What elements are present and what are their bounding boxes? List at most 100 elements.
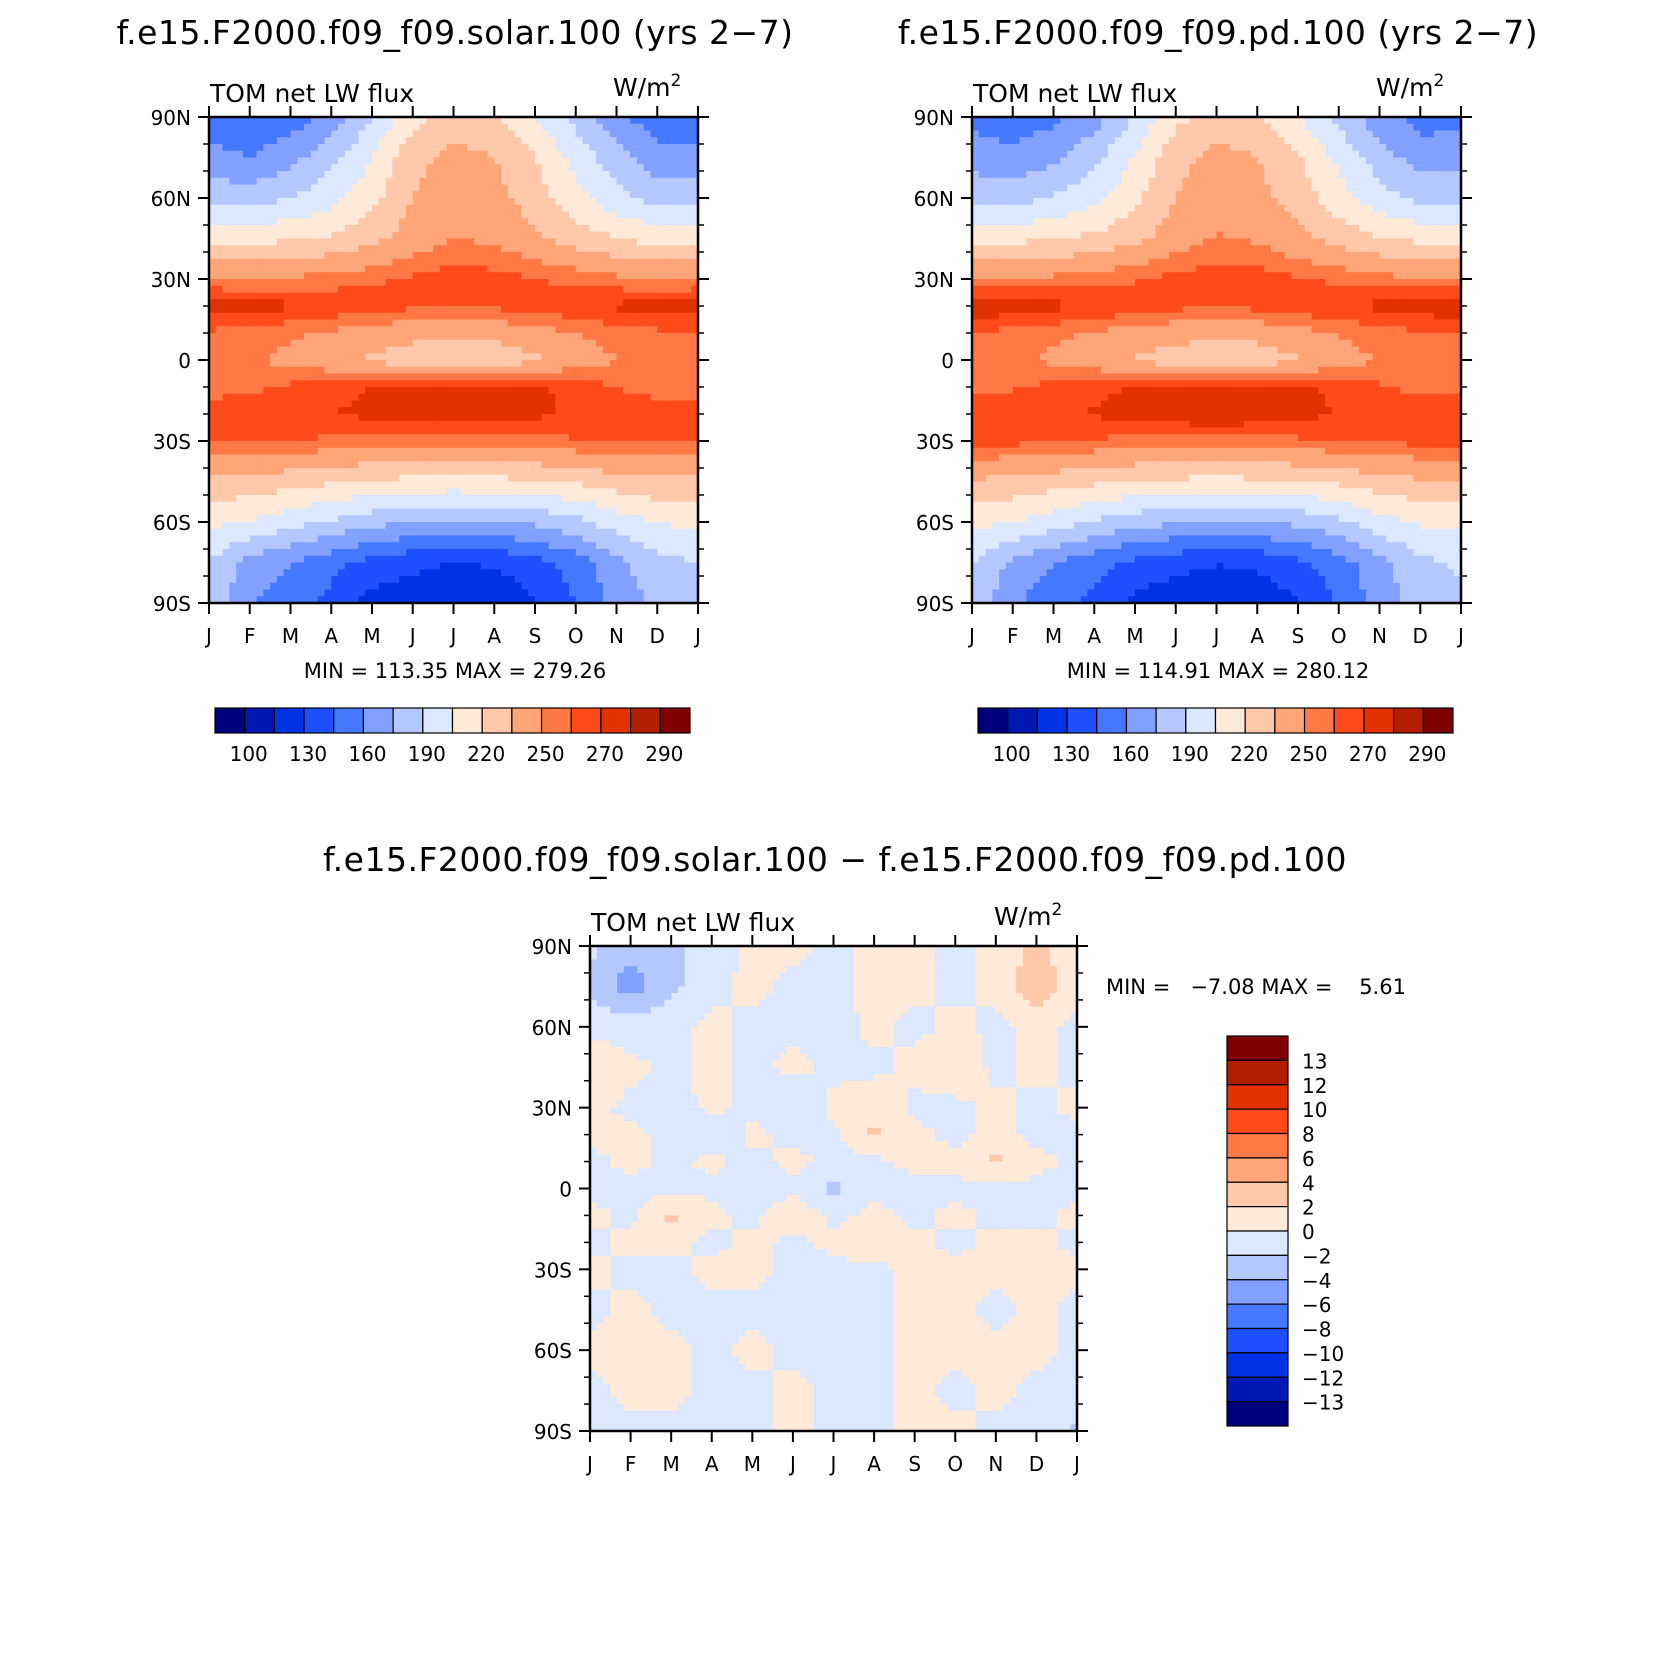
heatmap-cell — [242, 434, 251, 442]
heatmap-cell — [419, 501, 427, 510]
heatmap-cell — [310, 549, 319, 557]
heatmap-cell — [256, 306, 264, 314]
heatmap-cell — [365, 582, 373, 591]
heatmap-cell — [317, 501, 326, 510]
heatmap-cell — [209, 501, 217, 510]
heatmap-cell — [677, 576, 686, 584]
heatmap-cell — [412, 508, 421, 516]
heatmap-cell — [521, 252, 529, 260]
heatmap-cell — [535, 312, 543, 321]
heatmap-cell — [602, 393, 611, 402]
heatmap-cell — [541, 528, 550, 537]
heatmap-cell — [677, 319, 686, 327]
heatmap-cell — [256, 569, 264, 577]
heatmap-cell — [616, 535, 624, 543]
heatmap-cell — [582, 346, 590, 354]
heatmap-cell — [623, 312, 631, 321]
heatmap-cell — [589, 171, 597, 179]
heatmap-cell — [623, 144, 631, 152]
heatmap-cell — [501, 218, 509, 226]
heatmap-cell — [405, 157, 414, 165]
heatmap-cell — [324, 562, 332, 570]
heatmap-cell — [535, 380, 543, 388]
heatmap-cell — [480, 204, 489, 213]
heatmap-cell — [467, 360, 475, 368]
heatmap-cell — [528, 238, 536, 246]
heatmap-cell — [630, 252, 638, 260]
heatmap-cell — [650, 292, 658, 300]
heatmap-cell — [351, 272, 360, 280]
heatmap-cell — [338, 333, 346, 341]
heatmap-cell — [419, 360, 427, 368]
heatmap-cell — [229, 231, 237, 240]
heatmap-cell — [541, 171, 550, 179]
heatmap-cell — [433, 373, 441, 381]
heatmap-cell — [344, 555, 353, 564]
heatmap-cell — [664, 238, 672, 246]
heatmap-cell — [501, 312, 509, 321]
heatmap-cell — [412, 461, 421, 469]
heatmap-cell — [582, 387, 590, 395]
heatmap-cell — [290, 150, 298, 159]
heatmap-cell — [480, 137, 489, 145]
heatmap-cell — [324, 238, 332, 246]
heatmap-cell — [555, 380, 563, 388]
heatmap-cell — [528, 157, 536, 165]
heatmap-cell — [365, 137, 373, 145]
heatmap-cell — [630, 387, 638, 395]
heatmap-cell — [589, 177, 597, 186]
heatmap-cell — [405, 144, 414, 152]
heatmap-cell — [446, 150, 455, 159]
heatmap-cell — [439, 441, 448, 449]
heatmap-cell — [609, 461, 618, 469]
heatmap-cell — [372, 454, 380, 462]
heatmap-cell — [691, 576, 699, 584]
heatmap-cell — [548, 279, 556, 287]
heatmap-cell — [351, 353, 360, 361]
heatmap-cell — [609, 272, 618, 280]
heatmap-cell — [514, 177, 523, 186]
heatmap-cell — [256, 312, 264, 321]
heatmap-cell — [494, 333, 502, 341]
heatmap-cell — [283, 279, 292, 287]
heatmap-cell — [433, 231, 441, 240]
heatmap-cell — [616, 279, 624, 287]
heatmap-cell — [535, 130, 543, 138]
heatmap-cell — [670, 569, 679, 577]
heatmap-cell — [209, 393, 217, 402]
heatmap-cell — [623, 184, 631, 192]
heatmap-cell — [433, 218, 441, 226]
heatmap-cell — [501, 191, 509, 199]
heatmap-cell — [664, 144, 672, 152]
heatmap-cell — [399, 292, 407, 300]
heatmap-cell — [616, 225, 624, 233]
heatmap-cell — [467, 481, 475, 489]
heatmap-cell — [514, 461, 523, 469]
heatmap-cell — [480, 535, 489, 543]
heatmap-cell — [657, 515, 665, 523]
heatmap-cell — [514, 346, 523, 354]
heatmap-cell — [555, 265, 563, 273]
heatmap-cell — [650, 164, 658, 172]
heatmap-cell — [677, 326, 686, 334]
heatmap-cell — [270, 191, 278, 199]
heatmap-cell — [317, 211, 326, 219]
heatmap-cell — [276, 414, 285, 422]
heatmap-cell — [249, 474, 258, 483]
heatmap-cell — [419, 238, 427, 246]
heatmap-cell — [664, 420, 672, 429]
heatmap-cell — [412, 407, 421, 415]
heatmap-cell — [684, 447, 692, 456]
heatmap-cell — [222, 130, 230, 138]
heatmap-cell — [270, 420, 278, 429]
heatmap-cell — [650, 420, 658, 429]
heatmap-cell — [304, 177, 312, 186]
heatmap-cell — [684, 285, 692, 294]
heatmap-cell — [419, 333, 427, 341]
heatmap-cell — [521, 346, 529, 354]
heatmap-cell — [460, 238, 468, 246]
heatmap-cell — [229, 366, 237, 375]
heatmap-cell — [582, 272, 590, 280]
heatmap-cell — [338, 549, 346, 557]
heatmap-cell — [684, 434, 692, 442]
